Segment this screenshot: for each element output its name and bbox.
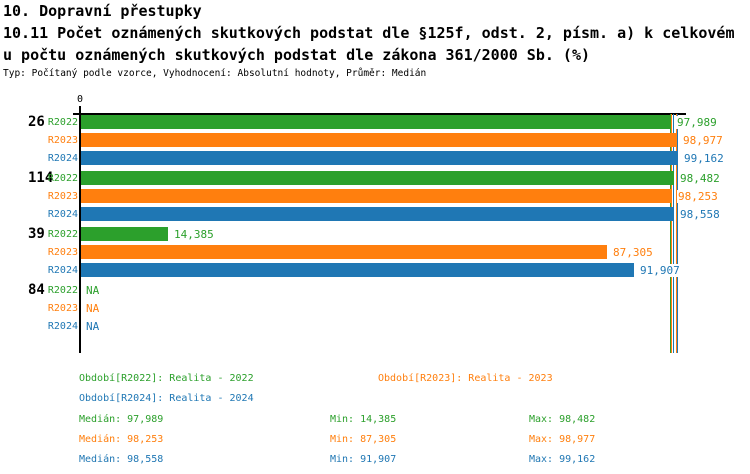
bar-row: 84 R2022 NA	[0, 283, 750, 297]
stat-median-r2023: Medián: 98,253	[79, 434, 164, 445]
bar	[81, 171, 674, 185]
stat-marker-line	[671, 114, 673, 353]
bar	[81, 207, 674, 221]
stat-marker-line	[675, 114, 677, 353]
bar	[81, 133, 677, 147]
group-label: 114	[28, 170, 54, 186]
bar-value-label: 87,305	[612, 246, 654, 259]
bar	[81, 189, 672, 203]
stat-median-r2022: Medián: 97,989	[79, 414, 164, 425]
bar-group: 39 R2022 14,385 R2023 87,305 R2024 91,907	[0, 227, 750, 277]
bar-groups: 26 R2022 97,989 R2023 98,977 R2024 99,162 114 R2…	[0, 115, 750, 339]
bar	[81, 263, 634, 277]
series-label: R2022	[47, 117, 78, 128]
bar-value-label: 98,558	[679, 208, 721, 221]
series-label: R2024	[47, 265, 78, 276]
bar-row: R2023 98,977	[0, 133, 750, 147]
report-meta: Typ: Počítaný podle vzorce, Vyhodnocení:…	[3, 68, 427, 79]
bar	[81, 151, 678, 165]
series-label: R2023	[47, 135, 78, 146]
series-label: R2024	[47, 321, 78, 332]
axis-zero-label: 0	[76, 94, 84, 105]
bar	[81, 115, 671, 129]
bar-group: 26 R2022 97,989 R2023 98,977 R2024 99,162	[0, 115, 750, 165]
series-label: R2024	[47, 153, 78, 164]
bar-row: R2024 99,162	[0, 151, 750, 165]
bar-value-label: NA	[85, 284, 101, 297]
stat-min-r2023: Min: 87,305	[330, 434, 397, 445]
bar	[81, 227, 168, 241]
series-label: R2022	[47, 229, 78, 240]
axis-top-line	[73, 113, 686, 115]
bar-row: R2023 NA	[0, 301, 750, 315]
legend-item-r2024: Období[R2024]: Realita - 2024	[79, 393, 254, 404]
stat-min-r2022: Min: 14,385	[330, 414, 397, 425]
stat-max-r2023: Max: 98,977	[529, 434, 596, 445]
report-section-title: 10. Dopravní přestupky	[3, 2, 202, 20]
stat-max-r2022: Max: 98,482	[529, 414, 596, 425]
group-label: 26	[28, 114, 45, 130]
stat-marker-line	[673, 114, 675, 353]
bar-value-label: 91,907	[639, 264, 681, 277]
bar-group: 84 R2022 NA R2023 NA R2024 NA	[0, 283, 750, 333]
legend-item-r2023: Období[R2023]: Realita - 2023	[378, 373, 553, 384]
bar-row: R2024 NA	[0, 319, 750, 333]
bar-row: 26 R2022 97,989	[0, 115, 750, 129]
bar-value-label: 97,989	[676, 116, 718, 129]
bar-row: R2023 87,305	[0, 245, 750, 259]
bar-value-label: NA	[85, 320, 101, 333]
stat-marker-line	[669, 114, 671, 353]
group-label: 84	[28, 282, 45, 298]
axis-vertical-line	[79, 106, 81, 353]
bar-value-label: 98,977	[682, 134, 724, 147]
bar-value-label: 14,385	[173, 228, 215, 241]
stat-marker-line	[676, 114, 678, 353]
stat-min-r2024: Min: 91,907	[330, 454, 397, 465]
bar-row: 39 R2022 14,385	[0, 227, 750, 241]
series-label: R2023	[47, 303, 78, 314]
stat-median-r2024: Medián: 98,558	[79, 454, 164, 465]
bar-value-label: NA	[85, 302, 101, 315]
bar-value-label: 98,482	[679, 172, 721, 185]
stat-max-r2024: Max: 99,162	[529, 454, 596, 465]
bar	[81, 245, 607, 259]
bar-row: R2024 98,558	[0, 207, 750, 221]
series-label: R2022	[47, 173, 78, 184]
bar-row: R2024 91,907	[0, 263, 750, 277]
bar-value-label: 99,162	[683, 152, 725, 165]
report-indicator-title-wrap: u počtu oznámených skutkových podstat dl…	[3, 46, 590, 64]
group-label: 39	[28, 226, 45, 242]
series-label: R2023	[47, 247, 78, 258]
report-indicator-title: 10.11 Počet oznámených skutkových podsta…	[3, 24, 735, 42]
legend-item-r2022: Období[R2022]: Realita - 2022	[79, 373, 254, 384]
series-label: R2024	[47, 209, 78, 220]
series-label: R2023	[47, 191, 78, 202]
bar-row: 114 R2022 98,482	[0, 171, 750, 185]
bar-row: R2023 98,253	[0, 189, 750, 203]
bar-group: 114 R2022 98,482 R2023 98,253 R2024 98,558	[0, 171, 750, 221]
bar-value-label: 98,253	[677, 190, 719, 203]
series-label: R2022	[47, 285, 78, 296]
